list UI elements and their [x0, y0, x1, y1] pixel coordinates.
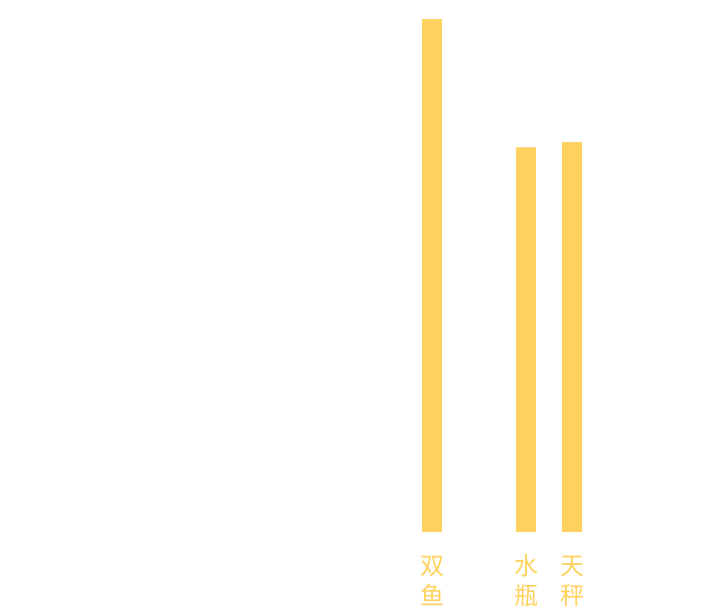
- bar-2: [562, 142, 582, 532]
- category-label-1: 水瓶: [514, 552, 538, 610]
- category-label-2: 天秤: [560, 552, 584, 610]
- bars-group: [422, 19, 582, 532]
- category-label-0: 双鱼: [420, 552, 444, 610]
- bar-0: [422, 19, 442, 532]
- bar-1: [516, 147, 536, 532]
